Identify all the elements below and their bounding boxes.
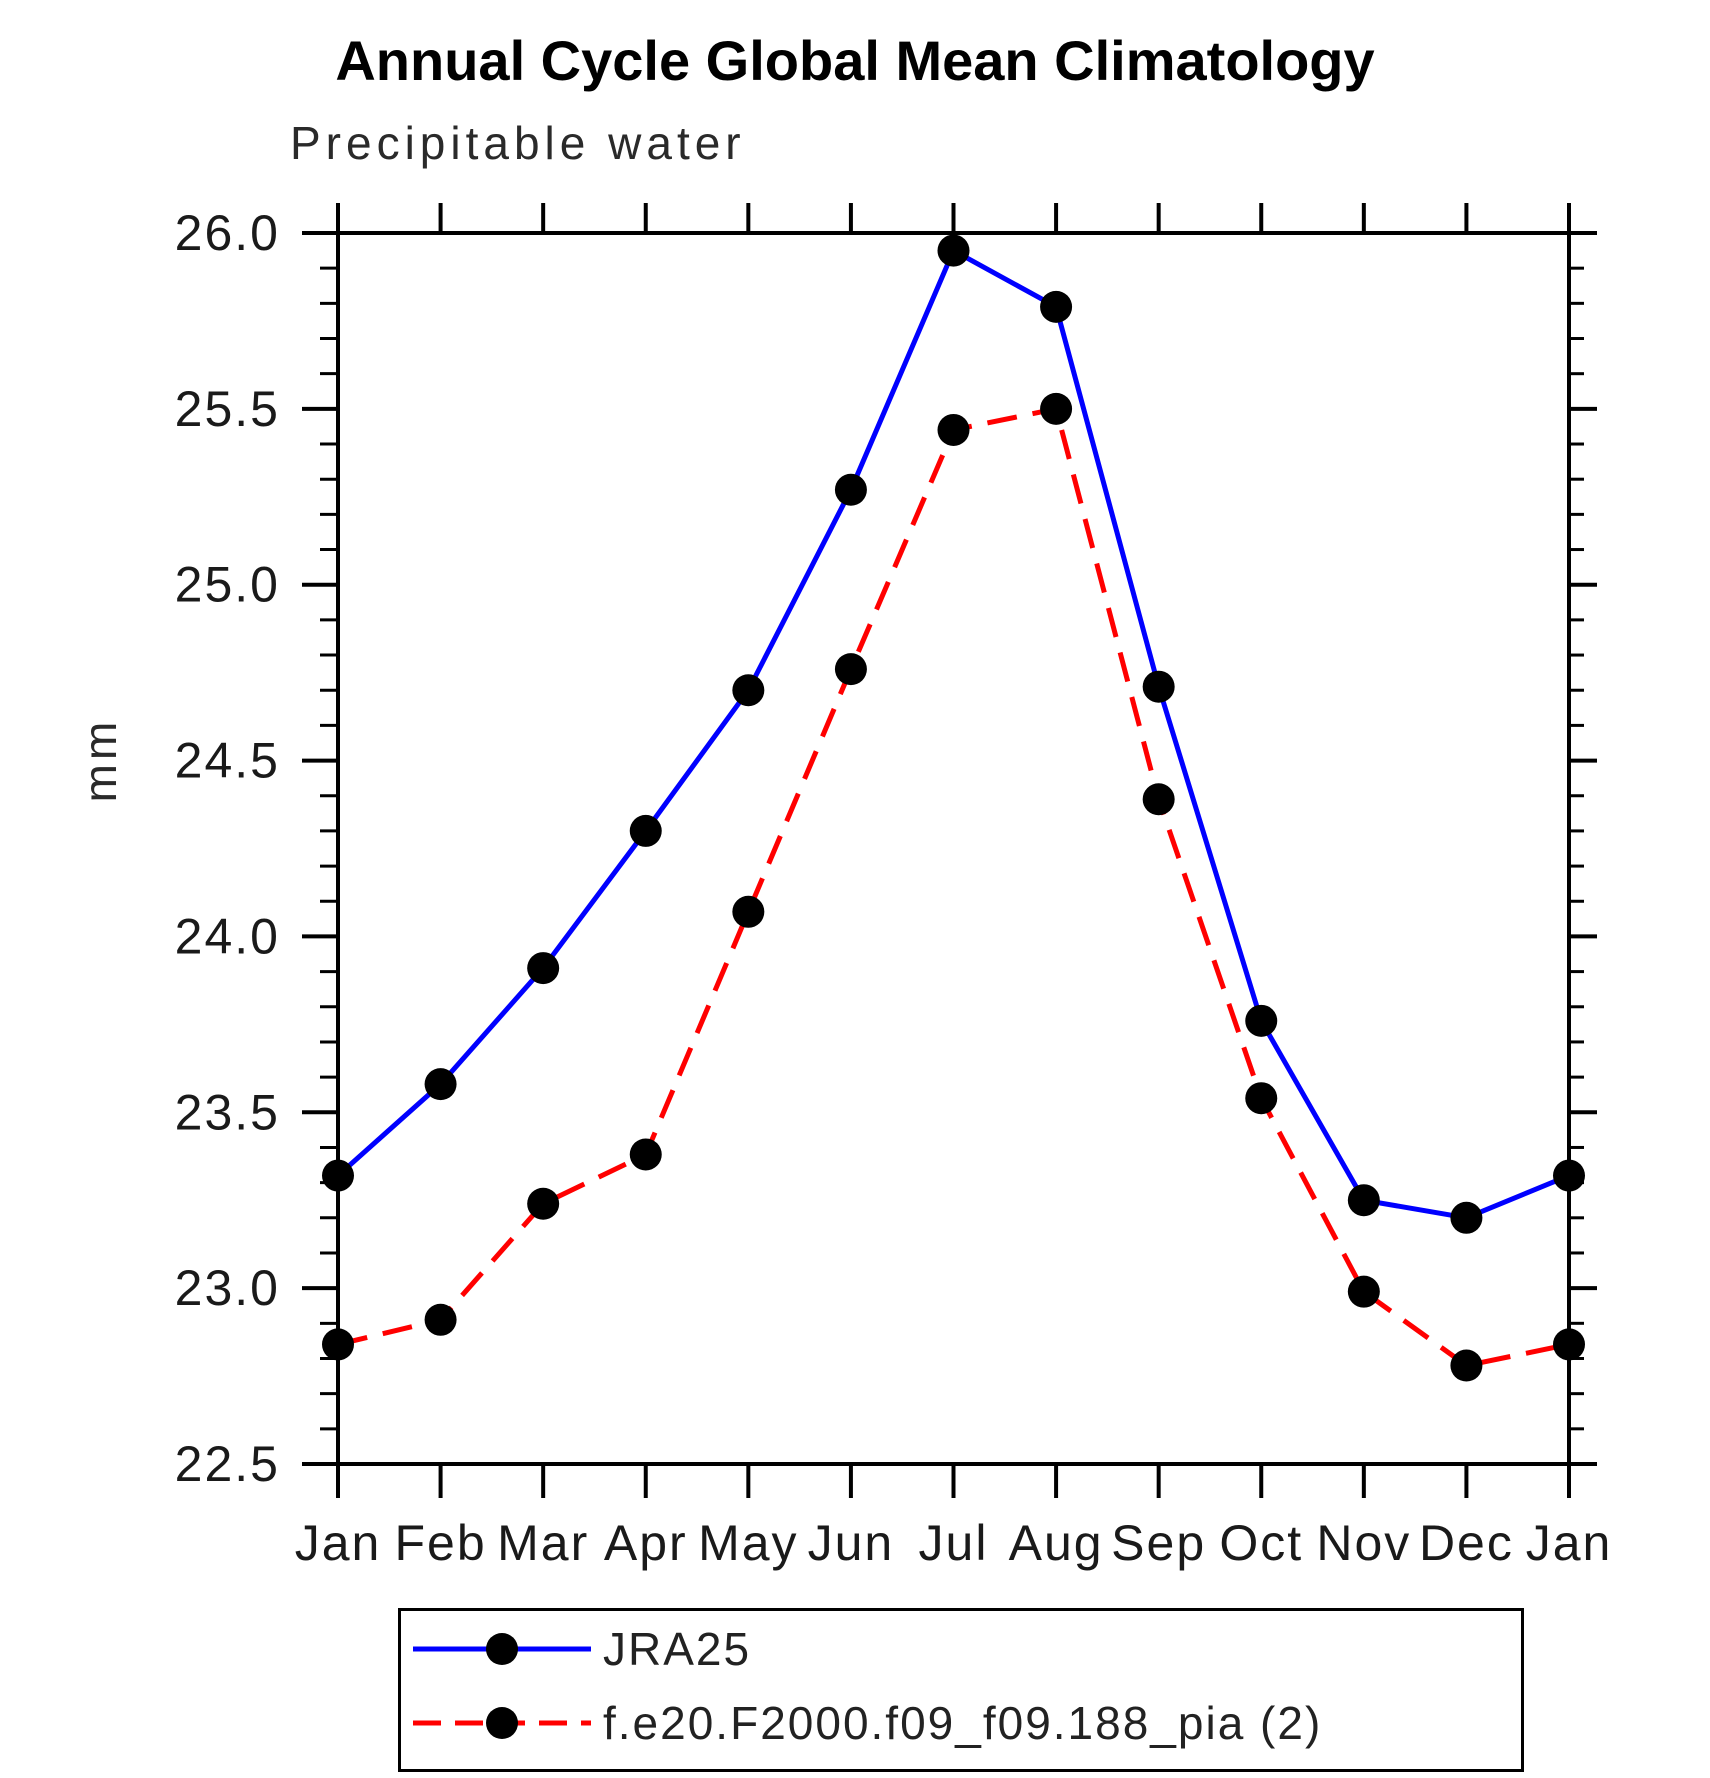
data-point-marker (1142, 670, 1175, 703)
y-tick-label: 26.0 (175, 205, 280, 261)
data-point-marker (1245, 1004, 1278, 1037)
data-point-marker (424, 1303, 457, 1336)
data-point-marker (629, 1138, 662, 1171)
data-point-marker (834, 473, 867, 506)
legend-label-jra25: JRA25 (603, 1623, 752, 1675)
series-line-1 (337, 405, 1570, 1369)
axis-ticks (302, 203, 1597, 1498)
data-point-marker (322, 1159, 354, 1192)
data-point-marker (937, 234, 970, 267)
data-point-marker (937, 413, 970, 446)
axis-spines (336, 231, 1571, 1466)
y-tick-label: 23.0 (175, 1260, 280, 1316)
y-tick-label: 23.5 (175, 1084, 280, 1140)
data-point-marker (527, 952, 560, 985)
legend-solid-line-sample (413, 1633, 591, 1665)
x-tick-label: Nov (1316, 1515, 1411, 1571)
data-point-marker (1450, 1349, 1483, 1382)
x-tick-label: Apr (604, 1515, 688, 1571)
x-tick-label: Jan (295, 1515, 382, 1571)
y-tick-label: 25.5 (175, 381, 280, 437)
x-tick-label: Mar (497, 1515, 589, 1571)
x-tick-label: Feb (394, 1515, 486, 1571)
data-point-marker (834, 653, 867, 686)
data-point-marker (1040, 392, 1073, 425)
data-point-marker (322, 1328, 354, 1361)
x-tick-label: Jul (919, 1515, 989, 1571)
x-tick-label: Aug (1009, 1515, 1104, 1571)
y-axis-label: mm (74, 717, 126, 803)
data-point-marker (424, 1068, 457, 1101)
data-point-marker (527, 1187, 560, 1220)
data-point-marker (1245, 1082, 1278, 1115)
data-point-marker (1450, 1201, 1483, 1234)
data-point-marker (1347, 1275, 1380, 1308)
data-point-marker (732, 674, 765, 707)
data-point-marker (1347, 1184, 1380, 1217)
legend-item-jra25: JRA25 (409, 1623, 752, 1675)
x-tick-label: Sep (1111, 1515, 1206, 1571)
legend-item-model: f.e20.F2000.f09_f09.188_pia (2) (409, 1697, 1323, 1749)
y-tick-label: 22.5 (175, 1436, 280, 1492)
data-point-marker (1142, 783, 1175, 816)
x-tick-label: Jun (808, 1515, 895, 1571)
legend-label-model: f.e20.F2000.f09_f09.188_pia (2) (603, 1697, 1323, 1749)
legend-dashed-line-sample (413, 1707, 591, 1739)
data-point-marker (629, 814, 662, 847)
series-line-0 (336, 247, 1570, 1221)
y-tick-label: 25.0 (175, 557, 280, 613)
x-tick-label: Oct (1219, 1515, 1303, 1571)
data-point-marker (732, 895, 765, 928)
series-lines (322, 234, 1585, 1382)
data-point-marker (1553, 1328, 1585, 1361)
legend: JRA25 f.e20.F2000.f09_f09.188_pia (2) (398, 1608, 1524, 1772)
chart-subtitle: Precipitable water (290, 117, 746, 169)
data-point-marker (1040, 290, 1073, 323)
y-tick-label: 24.0 (175, 908, 280, 964)
y-tick-label: 24.5 (175, 733, 280, 789)
data-point-marker (1553, 1159, 1585, 1192)
x-tick-label: Dec (1419, 1515, 1514, 1571)
x-tick-label: May (698, 1515, 798, 1571)
x-tick-label: Jan (1526, 1515, 1613, 1571)
chart-title: Annual Cycle Global Mean Climatology (335, 29, 1375, 92)
